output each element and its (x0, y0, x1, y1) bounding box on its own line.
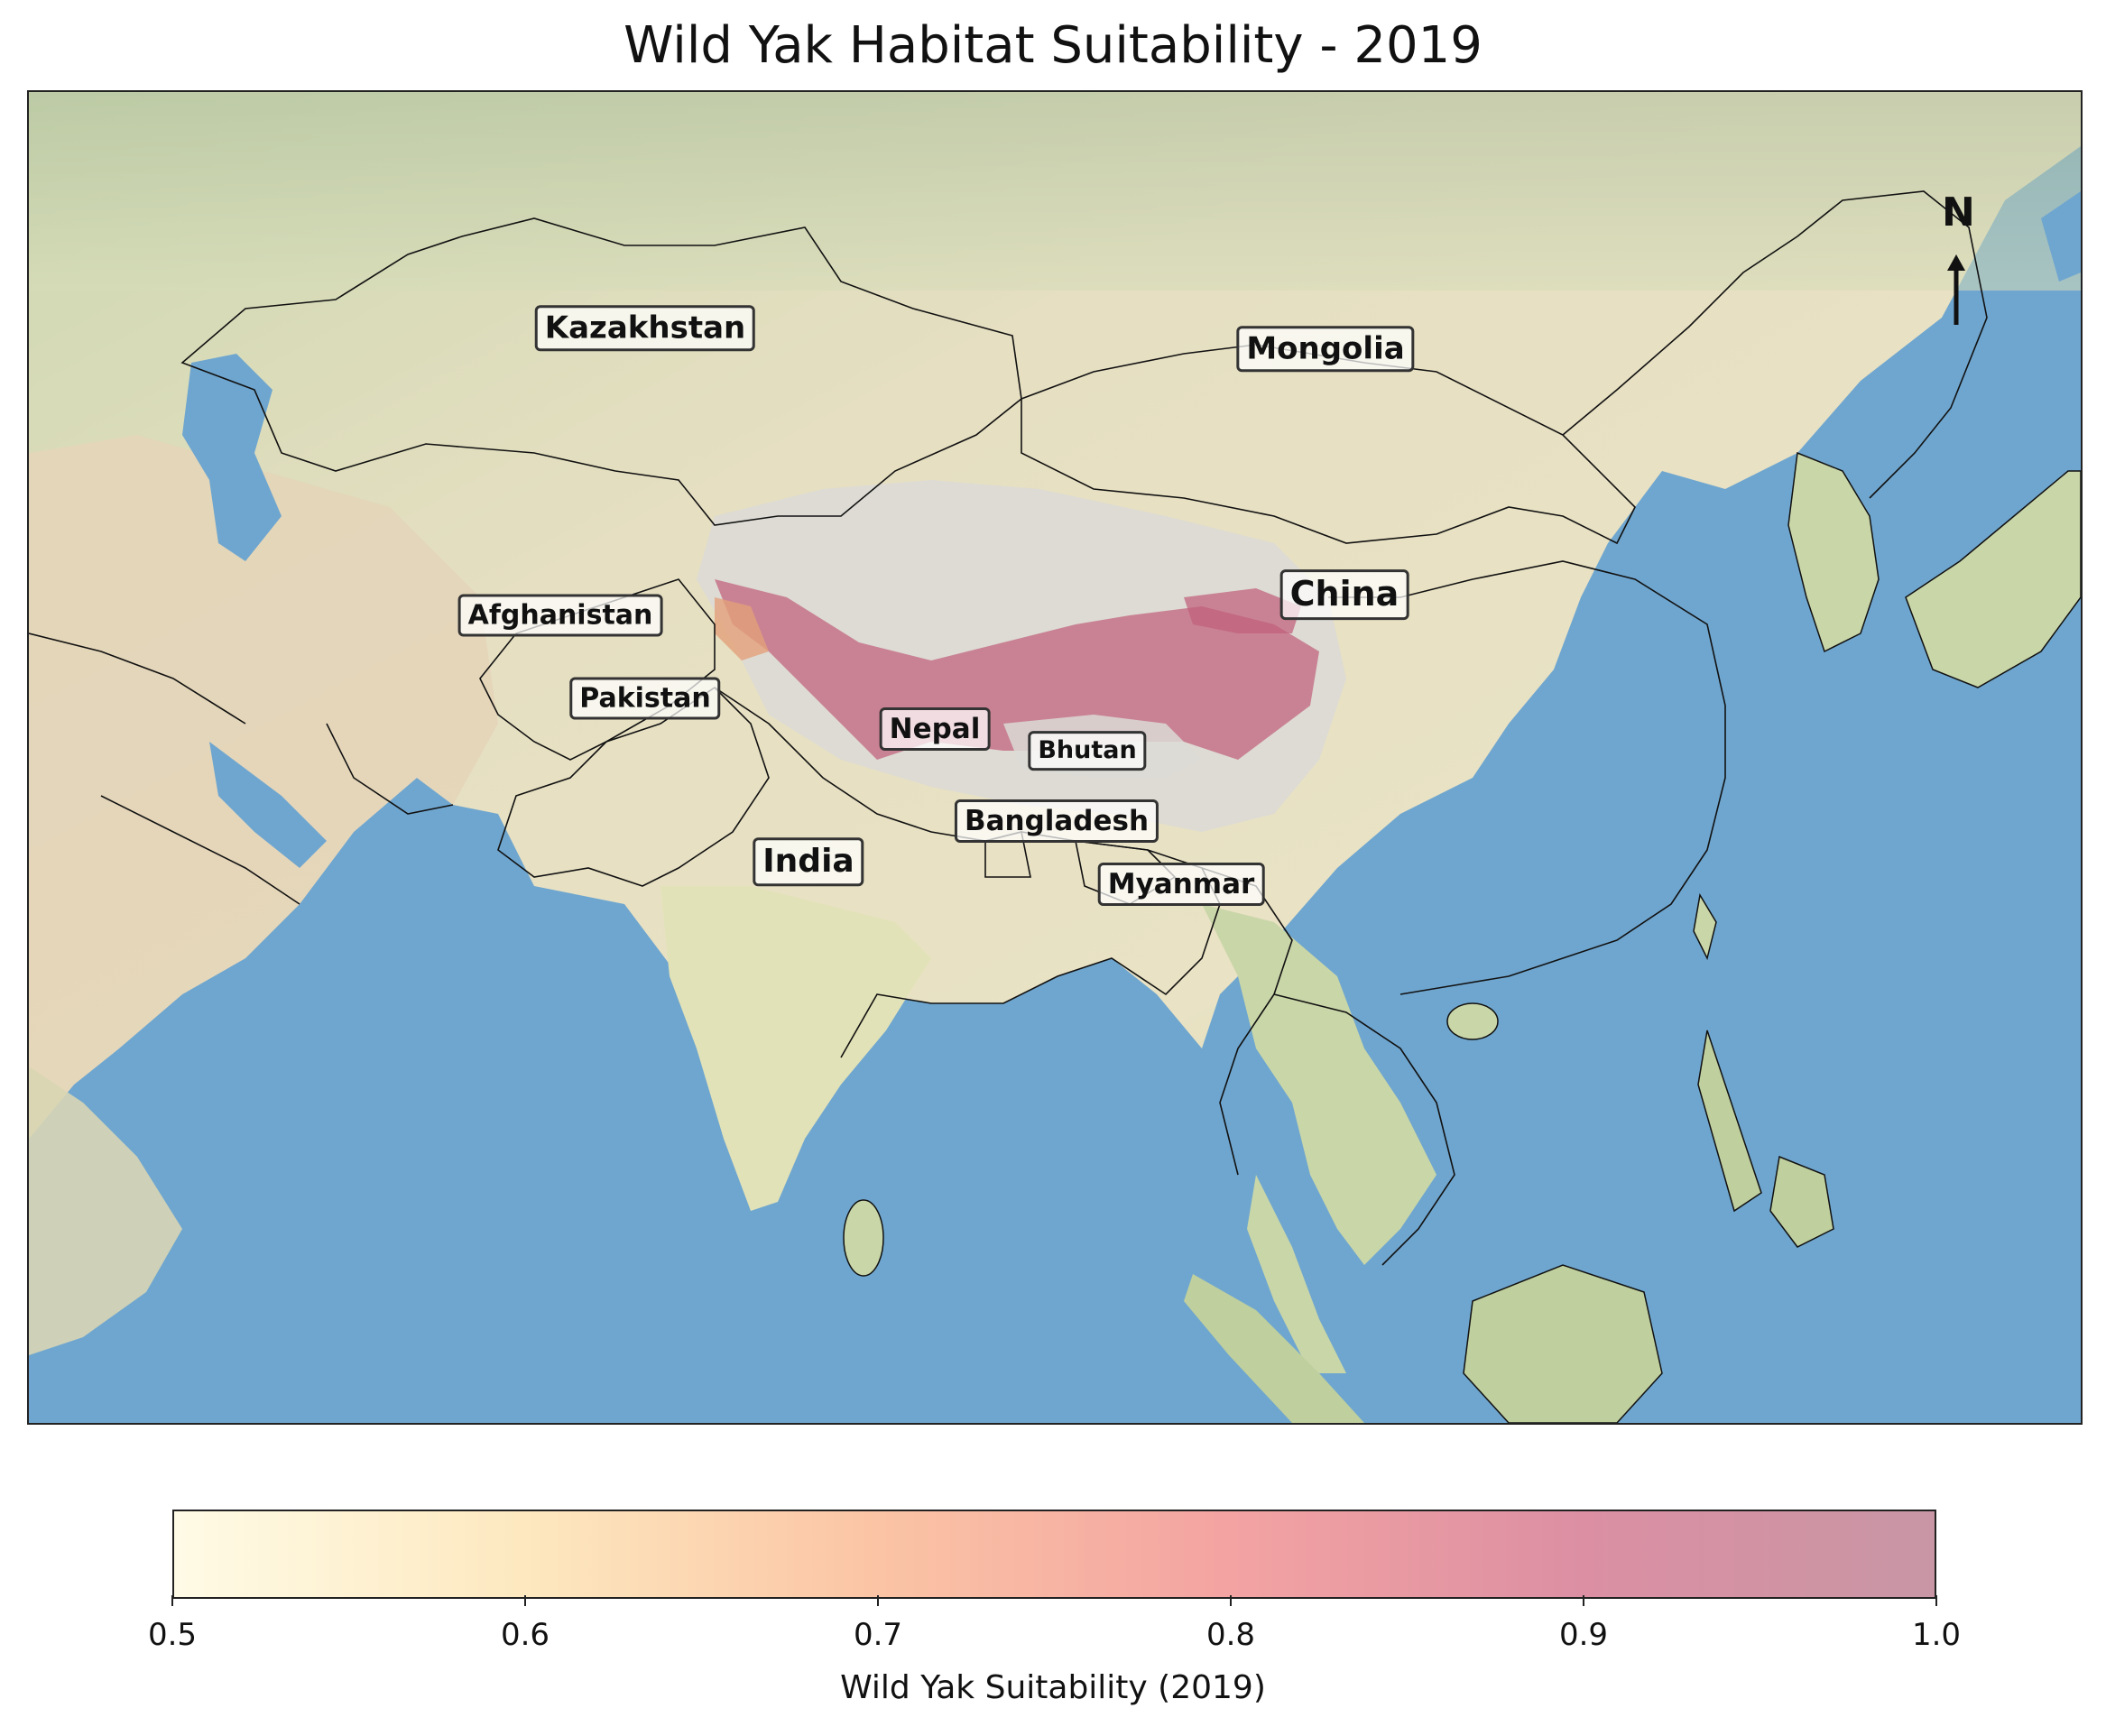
label-mongolia: Mongolia (1236, 326, 1415, 373)
caspian-sea (182, 354, 282, 561)
colorbar-tick (877, 1595, 879, 1606)
north-arrow-icon (1947, 254, 1965, 325)
colorbar-tick (1583, 1595, 1584, 1606)
suitability-zone-core (715, 579, 1319, 760)
label-bangladesh: Bangladesh (954, 799, 1159, 844)
colorbar-tick-label: 0.9 (1558, 1617, 1609, 1653)
colorbar-tick-label: 0.6 (500, 1617, 550, 1653)
colorbar-tick (524, 1595, 526, 1606)
colorbar-tick-label: 0.5 (147, 1617, 198, 1653)
colorbar-label: Wild Yak Suitability (2019) (840, 1669, 1266, 1706)
label-bhutan: Bhutan (1028, 731, 1147, 771)
label-china: China (1279, 569, 1409, 620)
label-nepal: Nepal (879, 706, 991, 752)
north-arrow-label: N (1942, 189, 1975, 235)
colorbar-tick-label: 0.8 (1205, 1617, 1256, 1653)
colorbar-tick (1230, 1595, 1232, 1606)
suitability-zone-north (1184, 588, 1301, 633)
label-afghanistan: Afghanistan (457, 594, 663, 637)
map-title: Wild Yak Habitat Suitability - 2019 (623, 16, 1483, 75)
label-india: India (753, 837, 864, 886)
label-pakistan: Pakistan (569, 677, 721, 720)
label-kazakhstan: Kazakhstan (534, 305, 756, 352)
colorbar-tick (1935, 1595, 1937, 1606)
india-peninsula (660, 886, 931, 1211)
label-myanmar: Myanmar (1097, 862, 1265, 907)
indochina (1202, 904, 1436, 1265)
basemap (29, 92, 2081, 1423)
colorbar-tick-label: 1.0 (1911, 1617, 1962, 1653)
colorbar (172, 1510, 1936, 1599)
colorbar-tick-label: 0.7 (853, 1617, 903, 1653)
colorbar-tick (171, 1595, 173, 1606)
map-panel[interactable]: Kazakhstan Mongolia China Afghanistan Pa… (27, 90, 2083, 1425)
